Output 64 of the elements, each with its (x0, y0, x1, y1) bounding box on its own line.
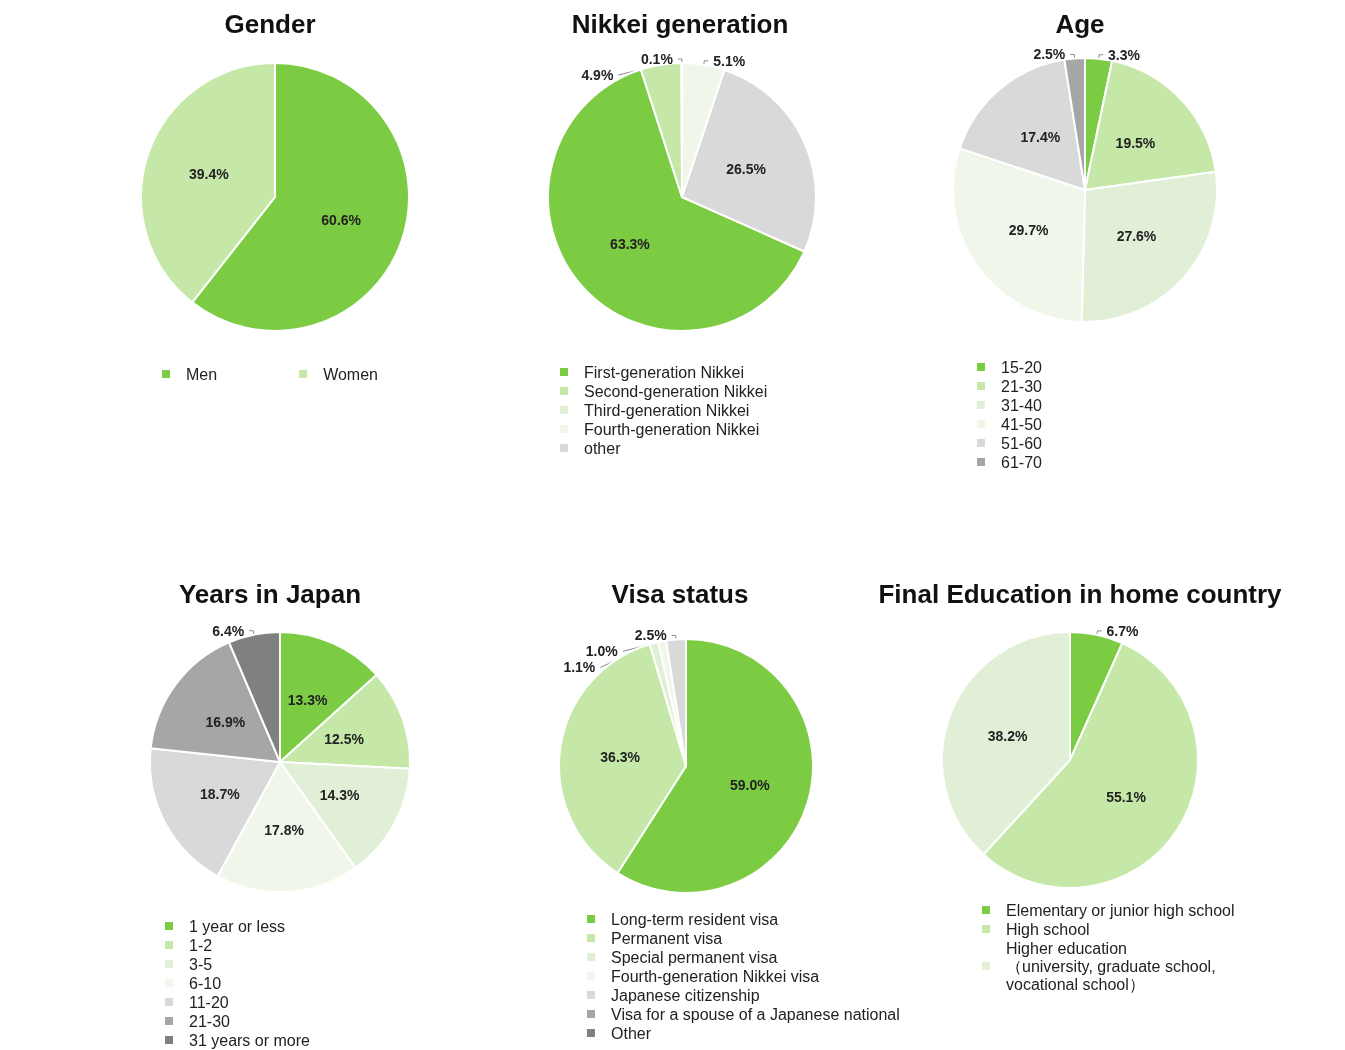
legend-label: Permanent visa (611, 929, 723, 947)
data-label: 2.5% (1033, 46, 1066, 63)
legend-label: Visa for a spouse of a Japanese national (611, 1005, 900, 1023)
legend-label: 61-70 (1001, 453, 1043, 471)
data-label: 59.0% (729, 776, 771, 793)
legend-label: Special permanent visa (611, 948, 778, 966)
data-label: 6.7% (1106, 622, 1140, 639)
chart-title: Years in Japan (178, 579, 362, 609)
data-label: 1.0% (585, 643, 619, 660)
chart-title: Final Education in home country (878, 579, 1283, 609)
legend-label: 1-2 (189, 936, 213, 954)
legend-label: 3-5 (189, 955, 213, 973)
legend-label: 6-10 (189, 974, 222, 992)
chart-title: Nikkei generation (571, 9, 789, 39)
data-label: 3.3% (1108, 46, 1141, 63)
data-label: 6.4% (212, 622, 245, 639)
legend-label: 31-40 (1001, 396, 1043, 414)
legend-label: First-generation Nikkei (584, 363, 745, 381)
legend-label: Other (611, 1024, 652, 1042)
legend-label: 21-30 (189, 1012, 231, 1030)
data-label: 0.1% (640, 51, 674, 67)
chart-title: Age (1055, 9, 1105, 39)
legend-label: 31 years or more (189, 1031, 311, 1049)
data-label: 1.1% (563, 659, 596, 676)
data-label: 16.9% (205, 713, 246, 730)
legend-label: Elementary or junior high school (1006, 901, 1235, 919)
legend-label: 51-60 (1001, 434, 1043, 452)
legend-label: 21-30 (1001, 377, 1043, 395)
legend-label: other (584, 439, 622, 457)
data-label: 55.1% (1106, 788, 1147, 805)
data-label: 5.1% (713, 52, 746, 69)
legend-label: 41-50 (1001, 415, 1043, 433)
data-label: 2.5% (634, 627, 668, 644)
legend-label: 11-20 (189, 993, 229, 1011)
data-label: 38.2% (987, 727, 1028, 744)
data-label: 36.3% (600, 748, 641, 765)
data-label: 63.3% (610, 235, 651, 252)
data-label: 12.5% (324, 731, 365, 748)
data-label: 27.6% (1116, 227, 1157, 244)
chart-title: Gender (224, 9, 316, 39)
legend-label: Long-term resident visa (611, 910, 779, 928)
data-label: 29.7% (1008, 221, 1049, 238)
data-label: 14.3% (319, 786, 361, 803)
legend-label: Japanese citizenship (611, 986, 760, 1004)
legend-label: Fourth-generation Nikkei visa (611, 967, 820, 985)
legend-label: Fourth-generation Nikkei (584, 420, 760, 438)
legend-label: Women (323, 365, 378, 383)
data-label: 39.4% (188, 166, 230, 183)
data-label: 17.8% (264, 821, 305, 838)
legend-label: 15-20 (1001, 358, 1043, 376)
legend-label: Men (186, 365, 218, 383)
legend-label: High school (1006, 920, 1090, 938)
data-label: 19.5% (1115, 134, 1156, 151)
data-label: 17.4% (1020, 129, 1061, 146)
data-label: 4.9% (581, 67, 614, 83)
legend-label: Third-generation Nikkei (584, 401, 750, 419)
data-label: 60.6% (321, 211, 362, 228)
data-label: 13.3% (287, 691, 329, 708)
legend-label: 1 year or less (189, 917, 286, 935)
chart-title: Visa status (611, 579, 749, 609)
legend-label: Higher education （university, graduate school, vocational school） (1006, 939, 1216, 993)
data-label: 18.7% (199, 785, 241, 802)
data-label: 26.5% (726, 160, 767, 177)
legend-label: Second-generation Nikkei (584, 382, 768, 400)
